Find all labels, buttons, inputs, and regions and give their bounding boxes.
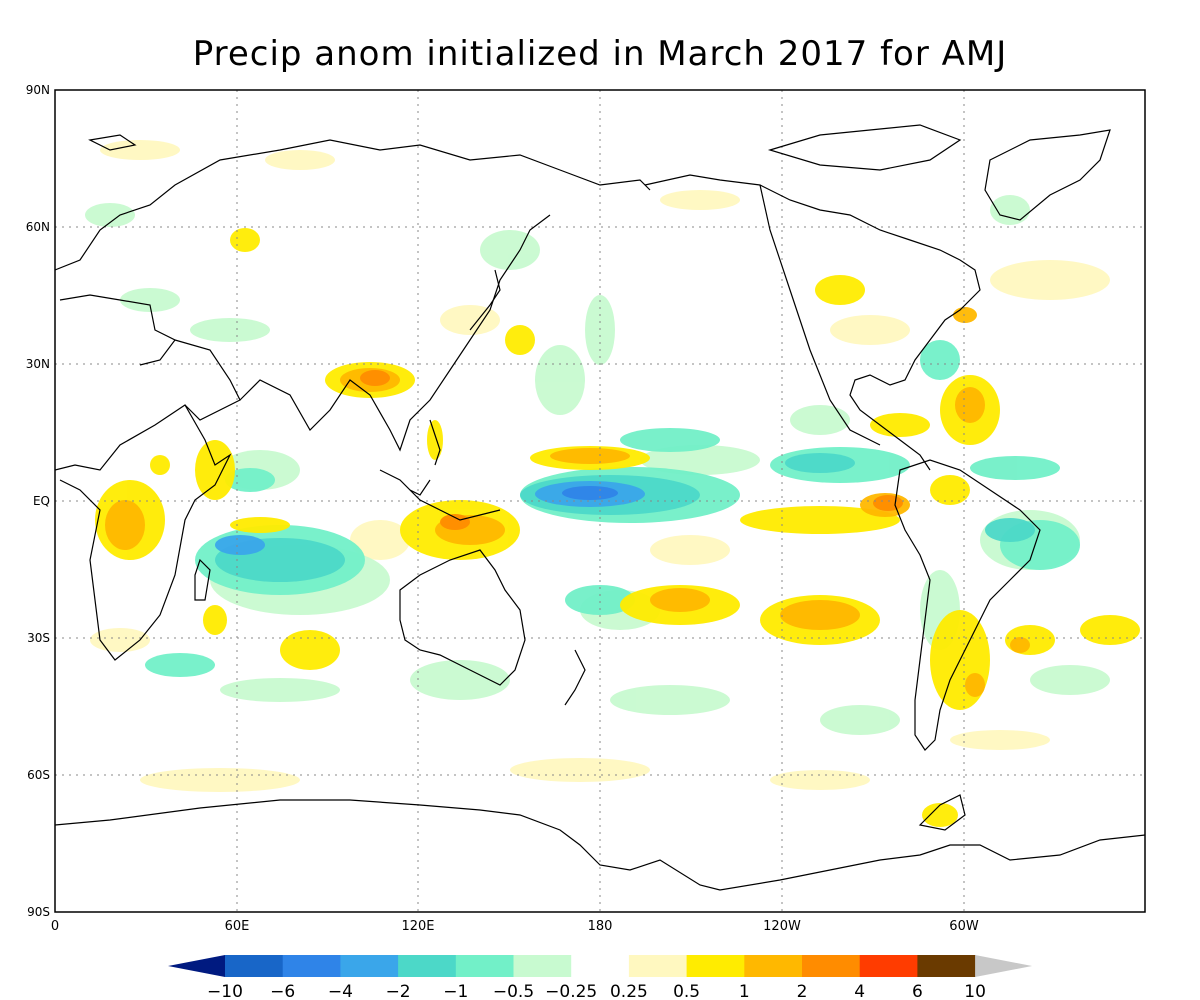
lat-label: 90S xyxy=(27,905,50,919)
colorbar-swatch xyxy=(455,955,514,977)
colorbar-tick-label: 0.5 xyxy=(673,982,700,1000)
lon-label: 60E xyxy=(225,919,250,934)
lat-axis: 90N 60N 30N EQ 30S 60S 90S xyxy=(26,83,50,919)
colorbar-swatch xyxy=(744,955,803,977)
colorbar-tick-label: −10 xyxy=(207,982,243,1000)
lon-label: 60W xyxy=(949,919,979,934)
colorbar-swatch xyxy=(802,955,861,977)
colorbar-tick-label: 2 xyxy=(797,982,808,1000)
colorbar-swatch xyxy=(225,955,284,977)
lat-label: 60N xyxy=(26,220,50,234)
colorbar-tick-label: −4 xyxy=(328,982,353,1000)
colorbar-swatch xyxy=(917,955,976,977)
lat-label: 30N xyxy=(26,357,50,371)
colorbar-extend-high xyxy=(975,955,1033,977)
colorbar: −10 −6 −4 −2 −1 −0.5 −0.25 0.25 0.5 1 2 4 6 10 xyxy=(168,955,1033,1000)
lon-label: 180 xyxy=(588,919,613,934)
colorbar-tick-label: 6 xyxy=(912,982,923,1000)
lat-label: 60S xyxy=(27,768,50,782)
colorbar-tick-label: 0.25 xyxy=(610,982,648,1000)
coastlines xyxy=(55,124,1145,891)
colorbar-tick-label: −2 xyxy=(386,982,411,1000)
colorbar-swatch xyxy=(571,955,630,977)
colorbar-swatch xyxy=(628,955,688,977)
lat-label: EQ xyxy=(33,494,50,508)
colorbar-swatch xyxy=(513,955,572,977)
colorbar-swatch xyxy=(398,955,457,977)
lat-label: 90N xyxy=(26,83,50,97)
colorbar-swatch xyxy=(340,955,399,977)
lon-label: 120E xyxy=(401,919,434,934)
plot-frame xyxy=(54,89,1146,913)
colorbar-tick-label: −0.5 xyxy=(493,982,534,1000)
colorbar-tick-label: 4 xyxy=(854,982,865,1000)
lon-axis: 0 60E 120E 180 120W 60W xyxy=(51,919,979,934)
colorbar-extend-low xyxy=(168,955,225,977)
colorbar-swatch xyxy=(686,955,745,977)
colorbar-swatch xyxy=(282,955,341,977)
anomaly-field xyxy=(85,140,1140,827)
colorbar-tick-label: 1 xyxy=(739,982,750,1000)
colorbar-tick-label: −0.25 xyxy=(545,982,597,1000)
colorbar-swatch xyxy=(859,955,918,977)
colorbar-tick-label: 10 xyxy=(964,982,986,1000)
lon-label: 120W xyxy=(763,919,801,934)
colorbar-tick-label: −6 xyxy=(270,982,295,1000)
colorbar-tick-label: −1 xyxy=(443,982,468,1000)
chart-title: Precip anom initialized in March 2017 fo… xyxy=(192,34,1008,74)
lat-label: 30S xyxy=(27,631,50,645)
lon-label: 0 xyxy=(51,919,59,934)
